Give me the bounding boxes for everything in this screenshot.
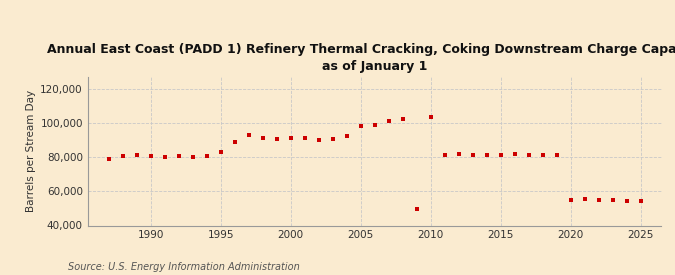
Point — [565, 198, 576, 202]
Point — [425, 115, 436, 119]
Point — [230, 140, 240, 144]
Point — [132, 152, 142, 157]
Point — [286, 135, 296, 140]
Point — [201, 154, 212, 159]
Text: Source: U.S. Energy Information Administration: Source: U.S. Energy Information Administ… — [68, 262, 299, 272]
Point — [551, 152, 562, 157]
Point — [537, 152, 548, 157]
Point — [509, 152, 520, 156]
Point — [439, 152, 450, 157]
Point — [593, 198, 604, 202]
Point — [355, 123, 366, 128]
Point — [635, 199, 646, 203]
Title: Annual East Coast (PADD 1) Refinery Thermal Cracking, Coking Downstream Charge C: Annual East Coast (PADD 1) Refinery Ther… — [47, 43, 675, 73]
Point — [271, 137, 282, 142]
Point — [621, 199, 632, 203]
Point — [117, 153, 128, 158]
Point — [187, 155, 198, 160]
Point — [481, 152, 492, 157]
Point — [327, 137, 338, 142]
Point — [467, 152, 478, 157]
Point — [257, 135, 268, 140]
Point — [607, 198, 618, 202]
Point — [579, 197, 590, 201]
Point — [299, 136, 310, 141]
Point — [159, 155, 170, 160]
Point — [397, 117, 408, 121]
Point — [369, 123, 380, 127]
Point — [173, 154, 184, 159]
Point — [145, 153, 156, 158]
Point — [495, 152, 506, 157]
Point — [103, 157, 114, 161]
Point — [342, 134, 352, 138]
Point — [215, 150, 226, 154]
Point — [453, 152, 464, 156]
Point — [243, 133, 254, 137]
Point — [411, 207, 422, 211]
Point — [313, 138, 324, 142]
Point — [383, 119, 394, 123]
Y-axis label: Barrels per Stream Day: Barrels per Stream Day — [26, 90, 36, 212]
Point — [523, 152, 534, 157]
